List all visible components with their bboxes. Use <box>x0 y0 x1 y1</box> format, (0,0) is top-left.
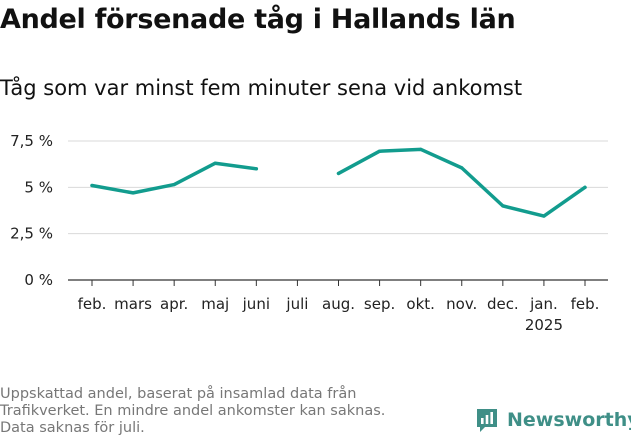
x-tick-label: apr. <box>160 295 188 313</box>
data-point <box>460 166 464 170</box>
x-tick-label: dec. <box>487 295 519 313</box>
brand-logo-block: Newsworthy <box>475 407 631 433</box>
data-point <box>254 167 258 171</box>
data-point <box>377 149 382 153</box>
x-tick-label: juli <box>285 295 308 313</box>
x-tick-label: sep. <box>364 295 395 313</box>
x-axis: feb. mars apr. maj juni juli aug. sep. okt. nov. d… <box>68 279 608 334</box>
x-tick-label: maj <box>201 295 229 313</box>
newsworthy-logo-icon <box>477 409 497 432</box>
data-point <box>131 191 135 195</box>
x-tick-label: okt. <box>406 295 435 313</box>
chart-subtitle: Tåg som var minst fem minuter sena vid a… <box>0 76 523 100</box>
line-chart: 0 % 2,5 % 5 % 7,5 % feb. mars apr. maj juni juli… <box>10 132 608 334</box>
x-tick-label: juni <box>242 295 270 313</box>
data-point <box>90 183 94 188</box>
x-tick-label: jan. <box>529 295 558 313</box>
data-point <box>172 182 176 187</box>
brand-name: Newsworthy <box>507 409 631 431</box>
y-tick-label: 7,5 % <box>10 132 53 150</box>
data-point <box>213 161 217 165</box>
caption-line: Data saknas för juli. <box>0 420 145 436</box>
chart-caption: Uppskattad andel, baserat på insamlad da… <box>0 386 385 437</box>
data-point <box>542 214 546 218</box>
x-tick-sublabel: 2025 <box>525 316 563 334</box>
x-tick-label: feb. <box>78 295 107 313</box>
y-tick-label: 0 % <box>24 271 53 289</box>
data-point <box>419 147 423 151</box>
x-tick-label: nov. <box>446 295 477 313</box>
chart-title: Andel försenade tåg i Hallands län <box>0 4 516 35</box>
x-tick-label: feb. <box>571 295 600 313</box>
x-tick-label: aug. <box>322 295 355 313</box>
y-axis-tick-labels: 0 % 2,5 % 5 % 7,5 % <box>10 132 53 289</box>
y-tick-label: 5 % <box>24 178 53 196</box>
data-point <box>501 204 505 208</box>
data-point <box>336 171 341 176</box>
grid-lines <box>68 140 608 235</box>
series-line-segment <box>90 161 259 195</box>
series-lines <box>90 147 587 218</box>
caption-line: Uppskattad andel, baserat på insamlad da… <box>0 386 357 402</box>
data-point <box>583 185 587 189</box>
caption-line: Trafikverket. En mindre andel ankomster … <box>0 403 386 419</box>
x-tick-label: mars <box>114 295 152 313</box>
y-tick-label: 2,5 % <box>10 225 53 243</box>
series-line-segment <box>336 147 587 218</box>
